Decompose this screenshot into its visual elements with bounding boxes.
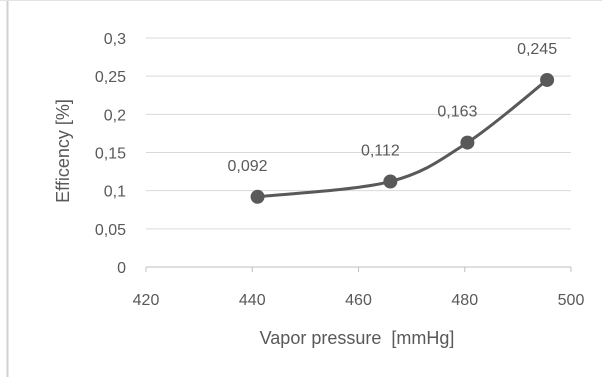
data-label: 0,092: [228, 158, 268, 175]
x-axis: [145, 266, 572, 272]
data-point: [540, 72, 555, 87]
x-axis-tick-labels: 420 440 460 480 500: [133, 292, 585, 309]
y-tick-label: 0,25: [95, 69, 126, 86]
y-axis-title: Efficency [%]: [53, 99, 73, 203]
x-tick-label: 440: [239, 292, 266, 309]
series-line: [256, 78, 549, 199]
y-tick-label: 0,15: [95, 146, 126, 163]
x-tick-label: 500: [558, 292, 585, 309]
y-tick-label: 0,05: [95, 222, 126, 239]
x-tick-label: 480: [451, 292, 478, 309]
y-tick-label: 0,2: [104, 107, 126, 124]
data-point: [460, 135, 475, 150]
x-tick-label: 420: [133, 292, 160, 309]
data-point: [250, 189, 265, 204]
horizontal-gridlines: [146, 37, 571, 230]
y-axis-tick-labels: 0 0,05 0,1 0,15 0,2 0,25 0,3: [95, 31, 126, 277]
x-tick-label: 460: [345, 292, 372, 309]
data-label: 0,245: [517, 41, 557, 58]
data-point: [383, 174, 398, 189]
y-tick-label: 0,3: [104, 31, 126, 48]
data-label: 0,163: [437, 104, 477, 121]
y-tick-label: 0,1: [104, 184, 126, 201]
y-tick-label: 0: [117, 260, 126, 277]
data-labels: 0,092 0,112 0,163 0,245: [228, 41, 558, 175]
data-label: 0,112: [361, 143, 400, 160]
data-series: [250, 72, 555, 204]
x-axis-title: Vapor pressure [mmHg]: [260, 328, 455, 348]
